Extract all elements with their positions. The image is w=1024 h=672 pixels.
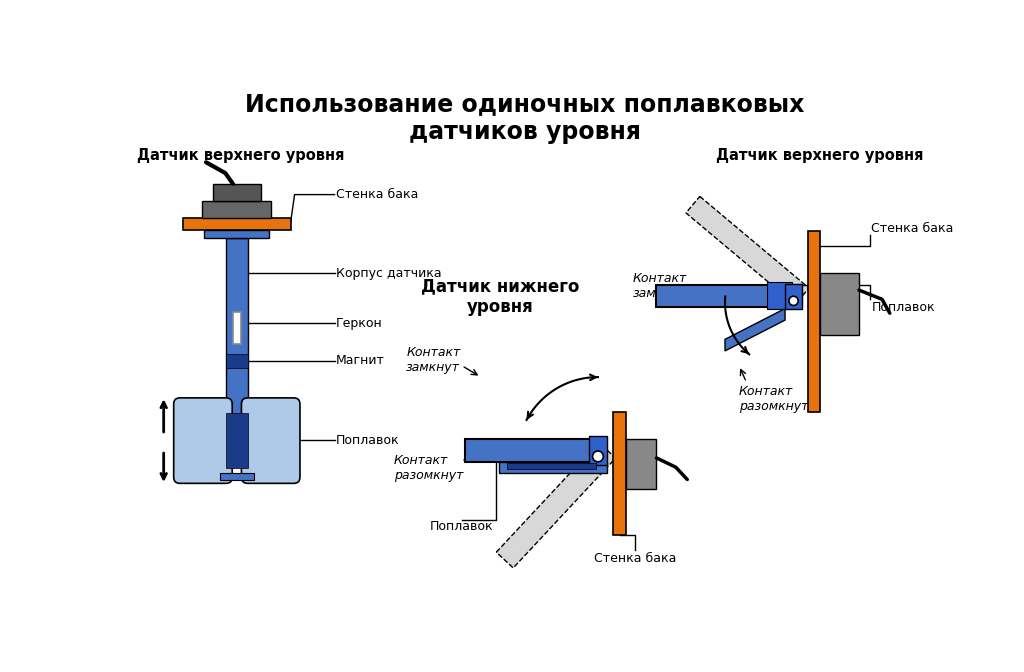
Bar [226, 413, 248, 468]
Bar [465, 439, 607, 462]
Polygon shape [497, 442, 615, 568]
Text: Использование одиночных поплавковых
датчиков уровня: Использование одиночных поплавковых датч… [245, 92, 805, 144]
Bar [202, 201, 271, 218]
Bar [626, 439, 656, 489]
Text: Корпус датчика: Корпус датчика [336, 267, 441, 280]
Circle shape [593, 451, 603, 462]
Bar [220, 473, 254, 480]
Bar [205, 230, 269, 238]
Bar [785, 284, 802, 308]
Text: Датчик верхнего уровня: Датчик верхнего уровня [716, 149, 924, 163]
FancyBboxPatch shape [174, 398, 232, 483]
Bar [500, 462, 607, 472]
Text: Контакт
замкнут: Контакт замкнут [407, 346, 461, 374]
Text: Поплавок: Поплавок [336, 433, 399, 447]
Text: Стенка бака: Стенка бака [594, 552, 676, 565]
Text: Датчик верхнего уровня: Датчик верхнего уровня [137, 149, 344, 163]
Bar [183, 218, 291, 230]
Polygon shape [725, 308, 785, 351]
Bar [820, 273, 859, 335]
Text: Контакт
разомкнут: Контакт разомкнут [394, 454, 463, 482]
Bar [507, 463, 596, 470]
Bar [808, 230, 820, 412]
Text: Геркон: Геркон [336, 317, 383, 330]
Bar [767, 282, 792, 309]
Text: Датчик нижнего
уровня: Датчик нижнего уровня [421, 277, 580, 316]
Polygon shape [686, 196, 809, 304]
Text: Поплавок: Поплавок [430, 519, 494, 532]
Bar [226, 354, 248, 368]
Text: Контакт
замкнут: Контакт замкнут [633, 271, 687, 300]
Text: Стенка бака: Стенка бака [336, 188, 419, 201]
FancyBboxPatch shape [242, 398, 300, 483]
Text: Поплавок: Поплавок [871, 301, 935, 314]
Text: Магнит: Магнит [336, 354, 385, 368]
Bar [213, 184, 261, 201]
Circle shape [788, 296, 798, 306]
Bar [655, 286, 802, 307]
Bar [233, 312, 241, 344]
Text: Контакт
разомкнут: Контакт разомкнут [739, 385, 808, 413]
Text: Стенка бака: Стенка бака [871, 222, 953, 235]
Bar [226, 238, 248, 466]
Bar [589, 435, 607, 465]
Bar [613, 412, 626, 535]
